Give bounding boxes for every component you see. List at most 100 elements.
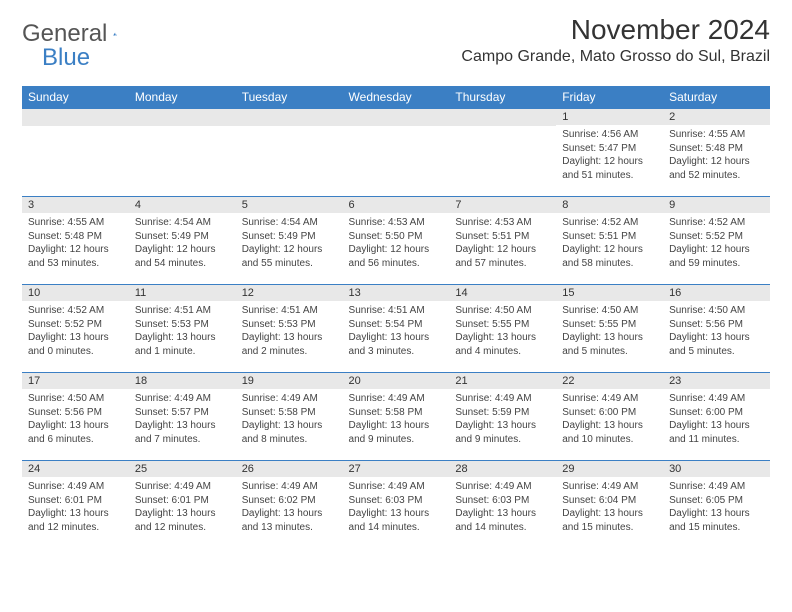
calendar-cell: 15Sunrise: 4:50 AMSunset: 5:55 PMDayligh… bbox=[556, 285, 663, 373]
day-content: Sunrise: 4:49 AMSunset: 6:05 PMDaylight:… bbox=[663, 477, 770, 537]
day-content: Sunrise: 4:49 AMSunset: 6:02 PMDaylight:… bbox=[236, 477, 343, 537]
calendar-cell: 13Sunrise: 4:51 AMSunset: 5:54 PMDayligh… bbox=[343, 285, 450, 373]
day-number: 25 bbox=[129, 461, 236, 477]
day-content: Sunrise: 4:56 AMSunset: 5:47 PMDaylight:… bbox=[556, 125, 663, 185]
calendar-cell: 18Sunrise: 4:49 AMSunset: 5:57 PMDayligh… bbox=[129, 373, 236, 461]
day-number bbox=[343, 109, 450, 126]
calendar-cell: 12Sunrise: 4:51 AMSunset: 5:53 PMDayligh… bbox=[236, 285, 343, 373]
day-content: Sunrise: 4:49 AMSunset: 6:00 PMDaylight:… bbox=[663, 389, 770, 449]
day-content: Sunrise: 4:55 AMSunset: 5:48 PMDaylight:… bbox=[22, 213, 129, 273]
calendar-cell bbox=[236, 109, 343, 197]
day-number: 13 bbox=[343, 285, 450, 301]
day-number: 8 bbox=[556, 197, 663, 213]
calendar-cell: 8Sunrise: 4:52 AMSunset: 5:51 PMDaylight… bbox=[556, 197, 663, 285]
day-number: 21 bbox=[449, 373, 556, 389]
day-header: Tuesday bbox=[236, 86, 343, 109]
calendar-cell: 23Sunrise: 4:49 AMSunset: 6:00 PMDayligh… bbox=[663, 373, 770, 461]
calendar-cell: 9Sunrise: 4:52 AMSunset: 5:52 PMDaylight… bbox=[663, 197, 770, 285]
calendar-cell: 16Sunrise: 4:50 AMSunset: 5:56 PMDayligh… bbox=[663, 285, 770, 373]
calendar-cell bbox=[22, 109, 129, 197]
day-content: Sunrise: 4:51 AMSunset: 5:53 PMDaylight:… bbox=[129, 301, 236, 361]
day-content: Sunrise: 4:49 AMSunset: 6:01 PMDaylight:… bbox=[22, 477, 129, 537]
day-content: Sunrise: 4:49 AMSunset: 6:03 PMDaylight:… bbox=[343, 477, 450, 537]
day-header: Sunday bbox=[22, 86, 129, 109]
calendar-week-row: 1Sunrise: 4:56 AMSunset: 5:47 PMDaylight… bbox=[22, 109, 770, 197]
day-number: 30 bbox=[663, 461, 770, 477]
day-content: Sunrise: 4:50 AMSunset: 5:55 PMDaylight:… bbox=[449, 301, 556, 361]
day-number: 16 bbox=[663, 285, 770, 301]
day-content: Sunrise: 4:50 AMSunset: 5:55 PMDaylight:… bbox=[556, 301, 663, 361]
day-content: Sunrise: 4:53 AMSunset: 5:50 PMDaylight:… bbox=[343, 213, 450, 273]
day-number bbox=[129, 109, 236, 126]
calendar-cell: 4Sunrise: 4:54 AMSunset: 5:49 PMDaylight… bbox=[129, 197, 236, 285]
calendar-cell: 3Sunrise: 4:55 AMSunset: 5:48 PMDaylight… bbox=[22, 197, 129, 285]
day-number: 24 bbox=[22, 461, 129, 477]
calendar-cell bbox=[343, 109, 450, 197]
day-content: Sunrise: 4:52 AMSunset: 5:52 PMDaylight:… bbox=[22, 301, 129, 361]
day-number bbox=[236, 109, 343, 126]
day-number bbox=[22, 109, 129, 126]
day-header: Wednesday bbox=[343, 86, 450, 109]
day-content: Sunrise: 4:49 AMSunset: 5:57 PMDaylight:… bbox=[129, 389, 236, 449]
day-number: 27 bbox=[343, 461, 450, 477]
calendar-week-row: 3Sunrise: 4:55 AMSunset: 5:48 PMDaylight… bbox=[22, 197, 770, 285]
day-number: 12 bbox=[236, 285, 343, 301]
day-header: Thursday bbox=[449, 86, 556, 109]
day-number: 7 bbox=[449, 197, 556, 213]
calendar-cell: 14Sunrise: 4:50 AMSunset: 5:55 PMDayligh… bbox=[449, 285, 556, 373]
calendar-cell: 20Sunrise: 4:49 AMSunset: 5:58 PMDayligh… bbox=[343, 373, 450, 461]
day-content: Sunrise: 4:51 AMSunset: 5:54 PMDaylight:… bbox=[343, 301, 450, 361]
day-number: 23 bbox=[663, 373, 770, 389]
calendar-cell: 26Sunrise: 4:49 AMSunset: 6:02 PMDayligh… bbox=[236, 461, 343, 549]
day-content: Sunrise: 4:50 AMSunset: 5:56 PMDaylight:… bbox=[663, 301, 770, 361]
day-number: 20 bbox=[343, 373, 450, 389]
day-content: Sunrise: 4:54 AMSunset: 5:49 PMDaylight:… bbox=[129, 213, 236, 273]
day-content: Sunrise: 4:50 AMSunset: 5:56 PMDaylight:… bbox=[22, 389, 129, 449]
day-content: Sunrise: 4:49 AMSunset: 6:01 PMDaylight:… bbox=[129, 477, 236, 537]
logo-blue-text: Blue bbox=[42, 44, 90, 72]
calendar-cell: 30Sunrise: 4:49 AMSunset: 6:05 PMDayligh… bbox=[663, 461, 770, 549]
day-content: Sunrise: 4:49 AMSunset: 6:03 PMDaylight:… bbox=[449, 477, 556, 537]
calendar-cell: 7Sunrise: 4:53 AMSunset: 5:51 PMDaylight… bbox=[449, 197, 556, 285]
day-number: 5 bbox=[236, 197, 343, 213]
logo-sail-icon bbox=[113, 24, 117, 44]
calendar-cell: 27Sunrise: 4:49 AMSunset: 6:03 PMDayligh… bbox=[343, 461, 450, 549]
day-number: 22 bbox=[556, 373, 663, 389]
day-of-week-row: SundayMondayTuesdayWednesdayThursdayFrid… bbox=[22, 86, 770, 109]
day-number: 1 bbox=[556, 109, 663, 125]
day-content: Sunrise: 4:49 AMSunset: 5:59 PMDaylight:… bbox=[449, 389, 556, 449]
day-content: Sunrise: 4:49 AMSunset: 6:04 PMDaylight:… bbox=[556, 477, 663, 537]
day-number: 6 bbox=[343, 197, 450, 213]
location-text: Campo Grande, Mato Grosso do Sul, Brazil bbox=[461, 48, 770, 66]
calendar-week-row: 24Sunrise: 4:49 AMSunset: 6:01 PMDayligh… bbox=[22, 461, 770, 549]
calendar-cell: 19Sunrise: 4:49 AMSunset: 5:58 PMDayligh… bbox=[236, 373, 343, 461]
day-content: Sunrise: 4:52 AMSunset: 5:51 PMDaylight:… bbox=[556, 213, 663, 273]
calendar-cell: 17Sunrise: 4:50 AMSunset: 5:56 PMDayligh… bbox=[22, 373, 129, 461]
day-number: 29 bbox=[556, 461, 663, 477]
calendar-table: SundayMondayTuesdayWednesdayThursdayFrid… bbox=[22, 86, 770, 549]
calendar-head: SundayMondayTuesdayWednesdayThursdayFrid… bbox=[22, 86, 770, 109]
day-number: 14 bbox=[449, 285, 556, 301]
day-number: 15 bbox=[556, 285, 663, 301]
calendar-cell: 29Sunrise: 4:49 AMSunset: 6:04 PMDayligh… bbox=[556, 461, 663, 549]
calendar-cell: 25Sunrise: 4:49 AMSunset: 6:01 PMDayligh… bbox=[129, 461, 236, 549]
calendar-cell: 1Sunrise: 4:56 AMSunset: 5:47 PMDaylight… bbox=[556, 109, 663, 197]
calendar-cell: 6Sunrise: 4:53 AMSunset: 5:50 PMDaylight… bbox=[343, 197, 450, 285]
calendar-body: 1Sunrise: 4:56 AMSunset: 5:47 PMDaylight… bbox=[22, 109, 770, 549]
day-content: Sunrise: 4:55 AMSunset: 5:48 PMDaylight:… bbox=[663, 125, 770, 185]
day-number: 10 bbox=[22, 285, 129, 301]
calendar-cell: 10Sunrise: 4:52 AMSunset: 5:52 PMDayligh… bbox=[22, 285, 129, 373]
day-content: Sunrise: 4:49 AMSunset: 5:58 PMDaylight:… bbox=[236, 389, 343, 449]
day-content: Sunrise: 4:52 AMSunset: 5:52 PMDaylight:… bbox=[663, 213, 770, 273]
day-number: 9 bbox=[663, 197, 770, 213]
day-content: Sunrise: 4:49 AMSunset: 5:58 PMDaylight:… bbox=[343, 389, 450, 449]
calendar-cell bbox=[449, 109, 556, 197]
calendar-cell bbox=[129, 109, 236, 197]
calendar-cell: 5Sunrise: 4:54 AMSunset: 5:49 PMDaylight… bbox=[236, 197, 343, 285]
calendar-week-row: 17Sunrise: 4:50 AMSunset: 5:56 PMDayligh… bbox=[22, 373, 770, 461]
calendar-cell: 28Sunrise: 4:49 AMSunset: 6:03 PMDayligh… bbox=[449, 461, 556, 549]
calendar-cell: 22Sunrise: 4:49 AMSunset: 6:00 PMDayligh… bbox=[556, 373, 663, 461]
calendar-cell: 2Sunrise: 4:55 AMSunset: 5:48 PMDaylight… bbox=[663, 109, 770, 197]
day-number: 28 bbox=[449, 461, 556, 477]
day-header: Friday bbox=[556, 86, 663, 109]
